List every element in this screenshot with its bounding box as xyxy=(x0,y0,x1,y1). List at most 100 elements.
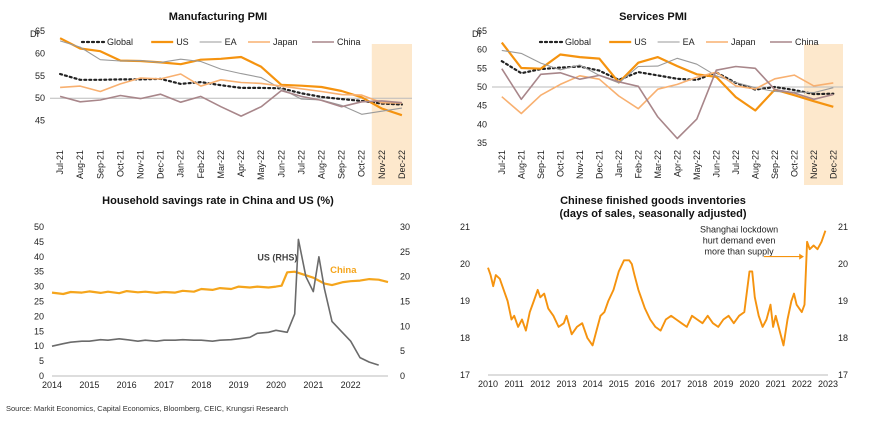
x-tick-label: 2017 xyxy=(661,379,681,389)
x-tick-label: 2015 xyxy=(609,379,629,389)
y-tick-label: 19 xyxy=(460,296,470,306)
chart-inventories-svg: Chinese finished goods inventories(days … xyxy=(460,195,848,389)
series-line-us xyxy=(59,37,403,117)
series-line-ea xyxy=(501,49,834,94)
x-tick-label: Mar-22 xyxy=(216,150,226,179)
x-tick-label: 2021 xyxy=(766,379,786,389)
x-tick-label: 2012 xyxy=(530,379,550,389)
y-tick-label: 60 xyxy=(35,48,45,58)
x-tick-label: Nov-22 xyxy=(809,150,819,179)
x-tick-label: 2018 xyxy=(191,380,211,390)
y2-tick-label: 15 xyxy=(400,297,410,307)
y-tick-label: 15 xyxy=(34,326,44,336)
y-tick-label: 35 xyxy=(477,138,487,148)
y-tick-label: 55 xyxy=(35,71,45,81)
x-tick-label: Dec-21 xyxy=(594,150,604,179)
series-line-inventories xyxy=(487,230,827,347)
series-line-global xyxy=(58,72,403,106)
series-line-china xyxy=(51,270,389,296)
annotation-us-rhs: US (RHS) xyxy=(257,252,297,262)
y-tick-label: 20 xyxy=(460,259,470,269)
x-tick-label: 2020 xyxy=(266,380,286,390)
y-tick-label: 25 xyxy=(34,297,44,307)
x-tick-label: Jan-22 xyxy=(614,150,624,178)
x-tick-label: Jul-21 xyxy=(55,150,65,175)
y-tick-label: 18 xyxy=(460,333,470,343)
x-tick-label: Aug-21 xyxy=(75,150,85,179)
series-line-us xyxy=(51,238,379,366)
x-tick-label: Nov-21 xyxy=(136,150,146,179)
x-tick-label: 2021 xyxy=(303,380,323,390)
y2-tick-label: 10 xyxy=(400,321,410,331)
y-tick-label: 40 xyxy=(477,119,487,129)
series-line-global xyxy=(500,60,835,96)
x-tick-label: Dec-21 xyxy=(156,150,166,179)
x-tick-label: Sep-21 xyxy=(95,150,105,179)
legend-label-global: Global xyxy=(107,37,133,47)
series-line-ea xyxy=(59,40,402,115)
y2-tick-label: 0 xyxy=(400,371,405,381)
y-tick-label: 40 xyxy=(34,252,44,262)
y-tick-label: 60 xyxy=(477,45,487,55)
x-tick-label: Dec-22 xyxy=(397,150,407,179)
y-tick-label: 21 xyxy=(460,222,470,232)
x-tick-label: Sep-22 xyxy=(337,150,347,179)
y-tick-label: 65 xyxy=(35,26,45,36)
y2-tick-label: 25 xyxy=(400,247,410,257)
legend-label-ea: EA xyxy=(683,37,695,47)
y2-tick-label: 5 xyxy=(400,346,405,356)
annotation-china: China xyxy=(330,265,357,276)
y-tick-label: 45 xyxy=(34,237,44,247)
x-tick-label: 2022 xyxy=(341,380,361,390)
x-tick-label: Jan-22 xyxy=(176,150,186,178)
x-tick-label: Oct-21 xyxy=(555,150,565,177)
y-axis-label: DI xyxy=(472,29,481,39)
x-tick-label: 2016 xyxy=(117,380,137,390)
chart-title: Services PMI xyxy=(619,11,687,23)
x-tick-label: Oct-21 xyxy=(115,150,125,177)
y-tick-label: 5 xyxy=(39,356,44,366)
x-tick-label: Apr-22 xyxy=(236,150,246,177)
x-tick-label: Aug-21 xyxy=(516,150,526,179)
y-tick-label: 0 xyxy=(39,371,44,381)
x-tick-label: Jun-22 xyxy=(711,150,721,178)
legend-label-us: US xyxy=(176,37,189,47)
x-tick-label: 2019 xyxy=(713,379,733,389)
x-tick-label: Sep-22 xyxy=(770,150,780,179)
y2-tick-label: 18 xyxy=(838,333,848,343)
x-tick-label: Jul-21 xyxy=(497,150,507,175)
annotation-line: more than supply xyxy=(705,247,775,257)
chart-subtitle: (days of sales, seasonally adjusted) xyxy=(559,208,746,220)
x-tick-label: 2014 xyxy=(42,380,62,390)
x-tick-label: 2020 xyxy=(740,379,760,389)
chart-inventories: Chinese finished goods inventories (days … xyxy=(435,192,870,402)
chart-services-pmi: Services PMI DI 35 40 45 50 55 60 65 Jul-21 Aug-21… xyxy=(435,0,870,200)
y-tick-label: 35 xyxy=(34,267,44,277)
x-tick-label: Feb-22 xyxy=(633,150,643,179)
y2-tick-label: 17 xyxy=(838,370,848,380)
y-tick-label: 30 xyxy=(34,282,44,292)
chart-savings-svg: Household savings rate in China and US (… xyxy=(34,195,410,390)
series-line-china xyxy=(501,65,834,140)
legend-label-ea: EA xyxy=(225,37,237,47)
x-tick-label: Apr-22 xyxy=(672,150,682,177)
x-tick-label: May-22 xyxy=(256,150,266,180)
y-tick-label: 10 xyxy=(34,341,44,351)
x-tick-label: 2015 xyxy=(79,380,99,390)
x-tick-label: Mar-22 xyxy=(653,150,663,179)
x-tick-label: 2023 xyxy=(818,379,838,389)
y2-tick-label: 20 xyxy=(400,272,410,282)
x-tick-label: 2019 xyxy=(229,380,249,390)
x-tick-label: 2010 xyxy=(478,379,498,389)
legend-label-japan: Japan xyxy=(273,37,298,47)
y2-tick-label: 20 xyxy=(838,259,848,269)
shaded-period xyxy=(804,44,843,185)
y-tick-label: 45 xyxy=(477,101,487,111)
y2-tick-label: 19 xyxy=(838,296,848,306)
series-line-china xyxy=(59,89,402,117)
chart-manufacturing-pmi: Manufacturing PMI DI 45 50 55 60 65 Jul-21 Aug-2… xyxy=(0,0,435,200)
x-tick-label: Oct-22 xyxy=(357,150,367,177)
annotation-line: Shanghai lockdown xyxy=(700,225,778,235)
chart-title: Household savings rate in China and US (… xyxy=(102,195,334,207)
legend-label-global: Global xyxy=(565,37,591,47)
